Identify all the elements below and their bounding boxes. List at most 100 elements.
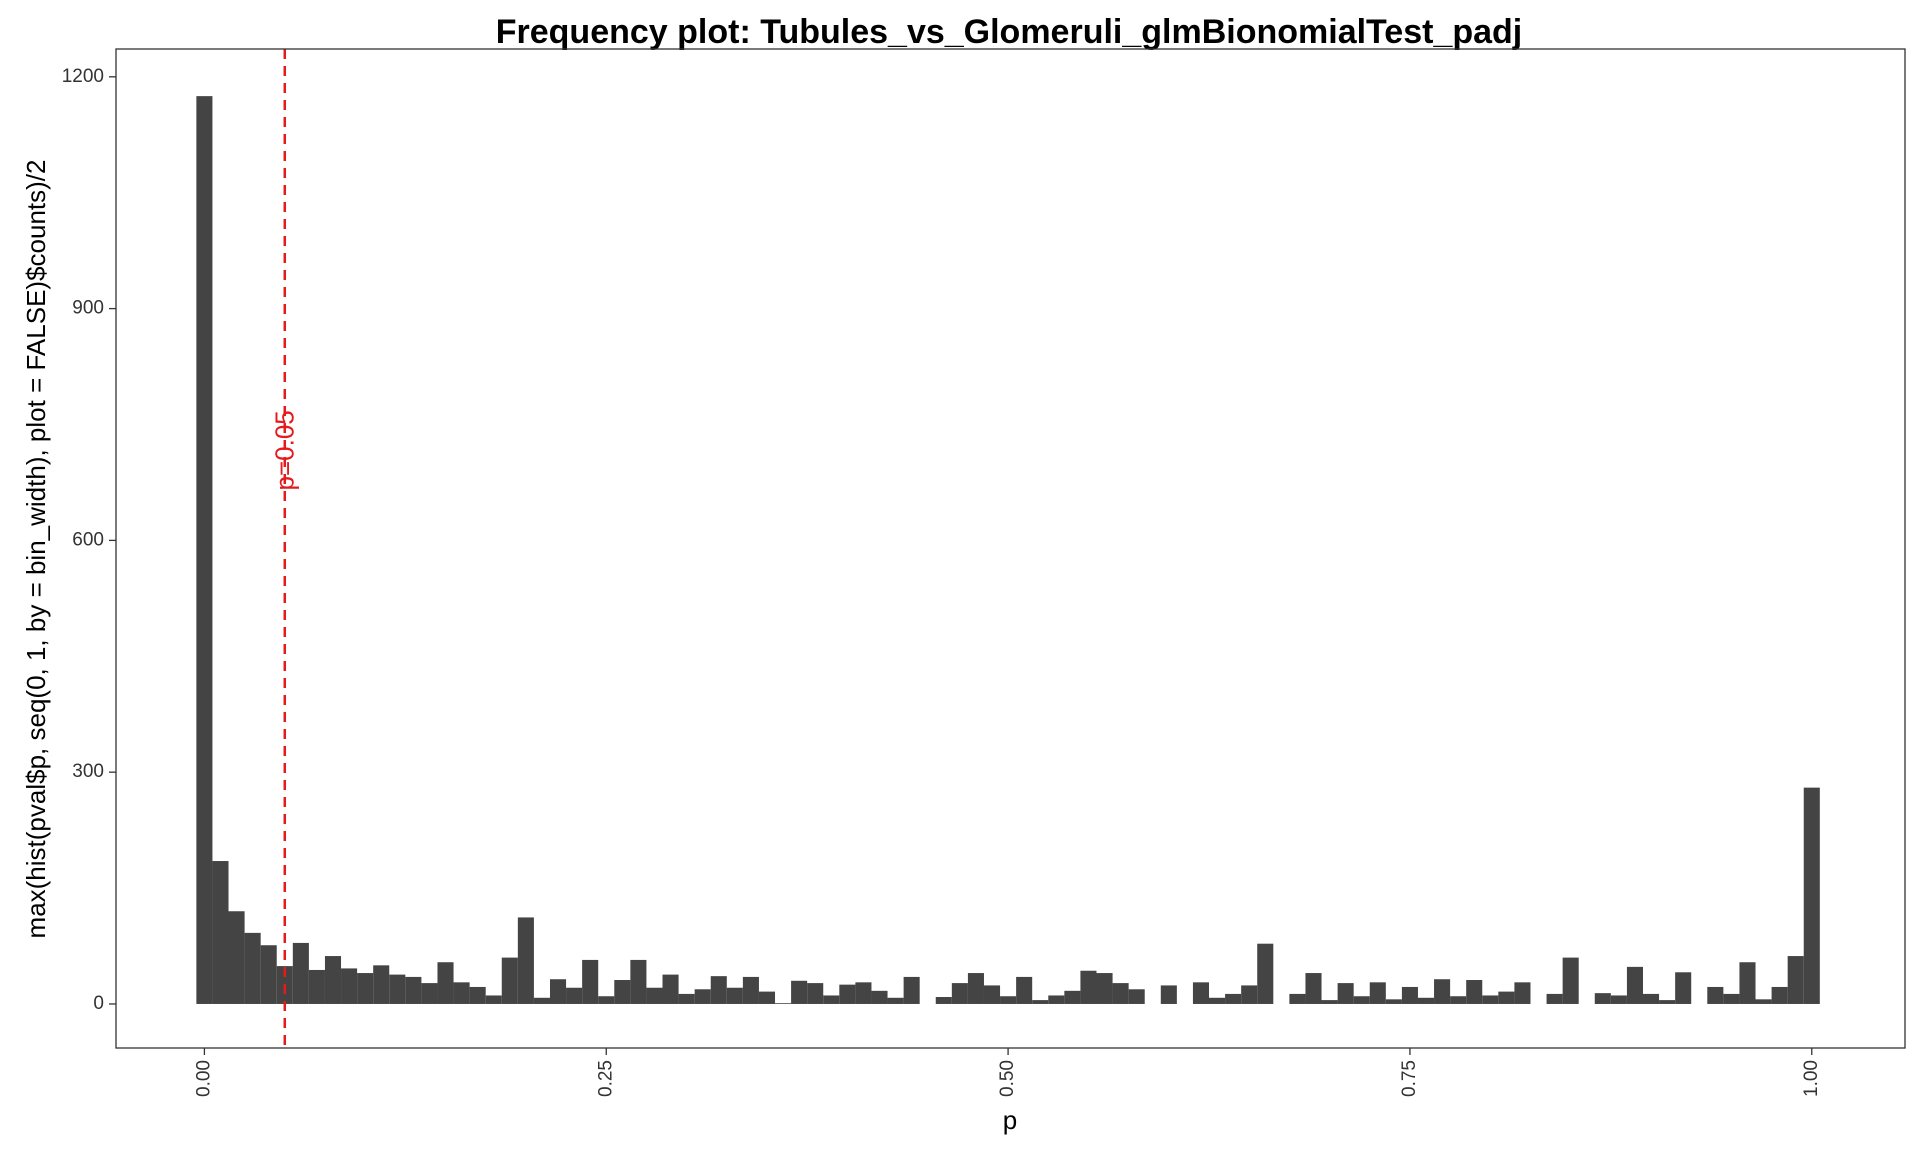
- bar: [1209, 997, 1226, 1004]
- bar: [1337, 983, 1354, 1004]
- bar: [485, 995, 502, 1004]
- chart-title: Frequency plot: Tubules_vs_Glomeruli_glm…: [496, 13, 1523, 51]
- bar: [1192, 982, 1210, 1004]
- bar: [1482, 995, 1499, 1004]
- bar: [1675, 972, 1692, 1004]
- bar: [678, 993, 695, 1004]
- bar: [1803, 787, 1820, 1004]
- bar: [614, 980, 631, 1004]
- x-tick-label: 0.00: [193, 1060, 214, 1097]
- bar: [710, 976, 727, 1004]
- bar: [1434, 979, 1451, 1004]
- bar: [1016, 976, 1033, 1004]
- bar: [1385, 999, 1402, 1004]
- bar: [791, 980, 808, 1004]
- bar: [1546, 993, 1563, 1004]
- bar: [1562, 957, 1579, 1004]
- bar: [967, 973, 984, 1004]
- bar: [758, 991, 776, 1004]
- bar: [871, 990, 888, 1004]
- bar: [983, 985, 1001, 1004]
- bar: [566, 987, 583, 1004]
- bar: [549, 979, 567, 1004]
- bar: [1594, 993, 1611, 1004]
- x-tick-label: 1.00: [1801, 1060, 1822, 1097]
- bar: [1514, 982, 1531, 1004]
- x-tick-label: 0.50: [997, 1060, 1018, 1097]
- y-tick-label: 0: [93, 993, 104, 1014]
- bar: [662, 974, 679, 1004]
- bar: [1626, 966, 1643, 1004]
- y-axis-title: max(hist(pval$p, seq(0, 1, by = bin_widt…: [21, 160, 51, 939]
- bar: [1225, 993, 1242, 1004]
- bar: [1401, 986, 1418, 1004]
- bar: [324, 956, 342, 1004]
- bar: [1112, 983, 1129, 1004]
- bar: [1160, 985, 1177, 1004]
- bar: [1610, 995, 1627, 1004]
- bar: [951, 983, 968, 1004]
- bar: [823, 995, 840, 1004]
- bar: [1466, 980, 1483, 1004]
- y-tick-label: 600: [72, 529, 104, 550]
- bar: [1096, 973, 1113, 1004]
- bar: [1257, 943, 1274, 1004]
- bar: [1032, 1000, 1049, 1004]
- bar: [260, 945, 277, 1004]
- bar: [1000, 996, 1017, 1004]
- bar: [1128, 989, 1145, 1004]
- bar: [1659, 1000, 1676, 1004]
- bar: [517, 917, 534, 1004]
- bar: [1723, 993, 1740, 1004]
- bar: [1642, 993, 1660, 1004]
- bar: [357, 973, 374, 1004]
- bar: [533, 997, 550, 1004]
- bar: [1353, 996, 1370, 1004]
- bar: [437, 962, 454, 1004]
- bar: [1787, 956, 1804, 1004]
- threshold-label: p=0.05: [270, 410, 300, 490]
- bar: [807, 983, 824, 1004]
- bar: [212, 861, 229, 1004]
- bar: [694, 989, 711, 1004]
- bar: [1707, 986, 1724, 1004]
- bar: [453, 982, 470, 1004]
- bar: [1771, 986, 1788, 1004]
- bar: [405, 976, 422, 1004]
- bar: [887, 997, 904, 1004]
- bar: [1048, 995, 1065, 1004]
- bar: [775, 1003, 792, 1004]
- bar: [903, 976, 920, 1004]
- bar: [228, 911, 245, 1004]
- bar: [292, 942, 309, 1004]
- x-axis-title: p: [1003, 1105, 1017, 1135]
- bar: [421, 983, 438, 1004]
- panel-border: [115, 48, 1906, 1049]
- bar: [1241, 985, 1258, 1004]
- bar: [1064, 990, 1081, 1004]
- bar: [501, 957, 518, 1004]
- bar: [308, 969, 325, 1004]
- bar: [469, 986, 486, 1004]
- y-tick-label: 300: [72, 761, 104, 782]
- bar: [1755, 999, 1772, 1004]
- bar: [935, 997, 952, 1004]
- bar: [1450, 996, 1467, 1004]
- bar: [1498, 991, 1515, 1004]
- bar: [742, 976, 759, 1004]
- x-tick-label: 0.75: [1399, 1060, 1420, 1097]
- bar: [244, 932, 261, 1004]
- bar: [1321, 1000, 1338, 1004]
- y-tick-label: 900: [72, 298, 104, 319]
- bar: [1739, 962, 1756, 1004]
- bar: [630, 959, 647, 1004]
- bar: [1369, 982, 1386, 1004]
- bar: [1305, 973, 1322, 1004]
- bar: [582, 959, 599, 1004]
- bar: [389, 974, 406, 1004]
- bar: [1080, 970, 1097, 1004]
- bar: [373, 965, 390, 1004]
- bar: [646, 987, 663, 1004]
